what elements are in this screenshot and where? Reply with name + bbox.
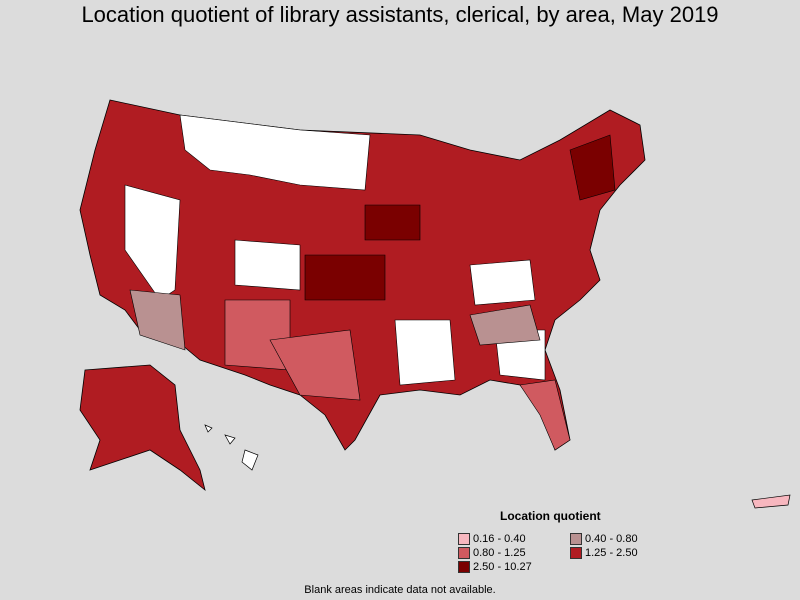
mid-new-mexico <box>224 299 291 371</box>
hawaii-islands <box>204 424 259 471</box>
legend-label-4: 1.25 - 2.50 <box>585 547 638 559</box>
footnote: Blank areas indicate data not available. <box>304 584 496 596</box>
legend-item-2: 0.40 - 0.80 <box>570 533 638 545</box>
nodata-appalachia <box>469 259 536 306</box>
nodata-colorado <box>234 239 301 291</box>
legend-item-4: 1.25 - 2.50 <box>570 547 638 559</box>
high-kansas <box>304 254 386 301</box>
legend-swatch-4 <box>570 547 582 559</box>
us-choropleth-map <box>79 99 791 509</box>
legend-label-3: 0.80 - 1.25 <box>473 547 526 559</box>
legend-item-1: 0.16 - 0.40 <box>458 533 526 545</box>
legend-swatch-3 <box>458 547 470 559</box>
high-new-england <box>569 134 616 201</box>
high-iowa <box>364 204 421 241</box>
florida-shape <box>519 379 571 451</box>
nodata-mississippi <box>394 319 456 386</box>
mid-texas <box>269 329 361 401</box>
legend-title: Location quotient <box>500 509 601 523</box>
nodata-northern-plains <box>179 114 371 191</box>
legend-swatch-5 <box>458 561 470 573</box>
map-title: Location quotient of library assistants,… <box>81 2 719 27</box>
mid-arizona <box>129 289 186 351</box>
legend-label-2: 0.40 - 0.80 <box>585 533 638 545</box>
legend-swatch-1 <box>458 533 470 545</box>
legend-item-5: 2.50 - 10.27 <box>458 561 532 573</box>
alaska-shape <box>79 364 206 492</box>
puerto-rico-shape <box>751 494 791 509</box>
legend-label-1: 0.16 - 0.40 <box>473 533 526 545</box>
legend-label-5: 2.50 - 10.27 <box>473 561 532 573</box>
mid-southeast <box>469 304 541 346</box>
legend-swatch-2 <box>570 533 582 545</box>
legend-item-3: 0.80 - 1.25 <box>458 547 526 559</box>
